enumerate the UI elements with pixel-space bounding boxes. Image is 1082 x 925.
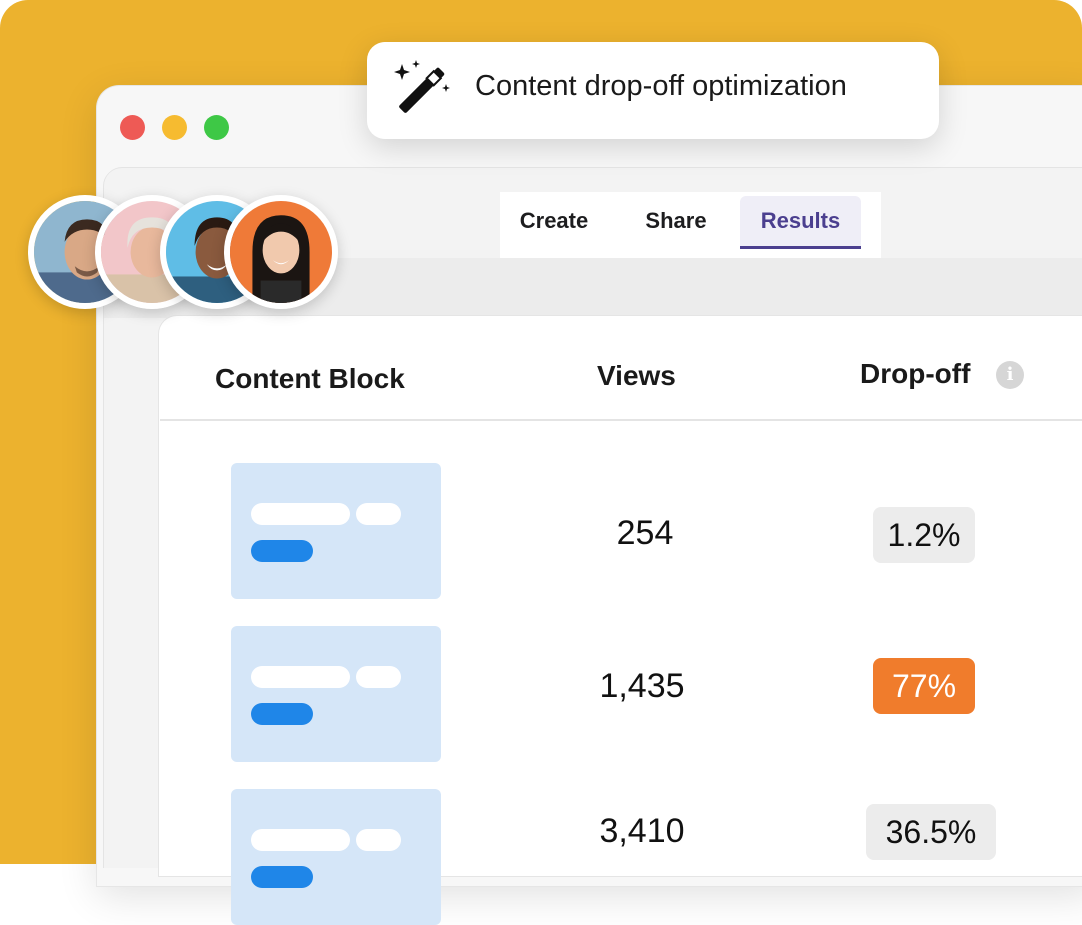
window-close-button[interactable]	[120, 115, 145, 140]
tab-share[interactable]: Share	[645, 208, 707, 233]
text-line-placeholder	[251, 666, 350, 688]
avatar	[224, 195, 338, 309]
content-block-thumbnail[interactable]	[231, 626, 441, 762]
views-value: 254	[616, 514, 674, 552]
text-line-placeholder	[251, 503, 350, 525]
feature-title: Content drop-off optimization	[475, 70, 847, 102]
text-line-placeholder	[251, 829, 350, 851]
tab-create[interactable]: Create	[519, 208, 589, 233]
feature-badge	[367, 42, 939, 139]
column-header-content-block: Content Block	[215, 363, 405, 394]
tab-results[interactable]: Results	[740, 196, 861, 249]
column-header-views: Views	[597, 360, 676, 391]
views-value: 3,410	[599, 812, 685, 850]
content-block-thumbnail[interactable]	[231, 463, 441, 599]
content-block-thumbnail[interactable]	[231, 789, 441, 925]
column-header-dropoff: Drop-off	[860, 358, 971, 389]
text-line-placeholder	[356, 503, 401, 525]
dropoff-badge: 36.5%	[866, 804, 996, 860]
views-value: 1,435	[599, 667, 685, 705]
dropoff-badge: 1.2%	[873, 507, 975, 563]
dropoff-badge-alert: 77%	[873, 658, 975, 714]
button-placeholder	[251, 540, 313, 562]
window-maximize-button[interactable]	[204, 115, 229, 140]
magic-wand-icon	[388, 58, 454, 124]
button-placeholder	[251, 703, 313, 725]
info-icon[interactable]: i	[996, 361, 1024, 389]
window-minimize-button[interactable]	[162, 115, 187, 140]
header-divider	[160, 419, 1082, 421]
text-line-placeholder	[356, 666, 401, 688]
button-placeholder	[251, 866, 313, 888]
text-line-placeholder	[356, 829, 401, 851]
